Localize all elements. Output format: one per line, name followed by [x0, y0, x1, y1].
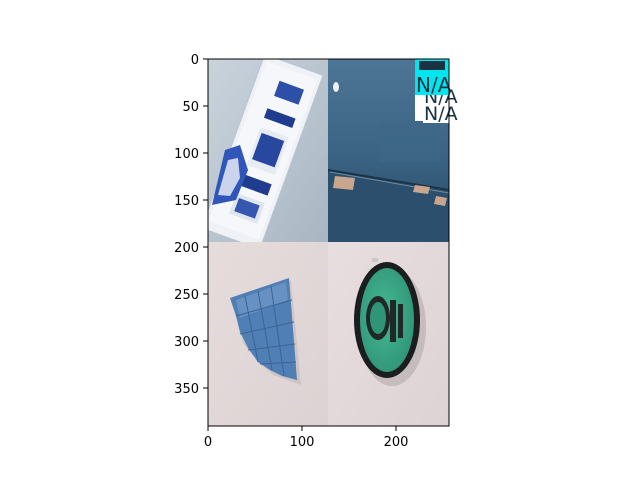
y-tick-label: 250 — [174, 288, 199, 303]
x-tick-label: 100 — [290, 435, 315, 450]
y-tick-label: 150 — [174, 194, 199, 209]
y-axis: 0 50 100 150 200 250 300 350 — [174, 53, 208, 397]
na-label-1: N/A — [416, 73, 452, 97]
plot-frame — [207, 58, 450, 427]
y-tick-label: 0 — [191, 53, 199, 68]
y-tick-label: 300 — [174, 335, 199, 350]
na-labels: N/A N/A N/A — [415, 59, 458, 125]
blue-paper-panel — [208, 242, 328, 426]
y-tick-label: 350 — [174, 382, 199, 397]
y-tick-label: 200 — [174, 241, 199, 256]
x-tick-label: 200 — [384, 435, 409, 450]
y-tick-label: 100 — [174, 147, 199, 162]
x-axis: 0 100 200 — [204, 426, 409, 450]
round-tin-panel — [328, 242, 449, 426]
blister-pack-panel — [208, 59, 328, 242]
y-tick-label: 50 — [182, 100, 199, 115]
x-tick-label: 0 — [204, 435, 212, 450]
